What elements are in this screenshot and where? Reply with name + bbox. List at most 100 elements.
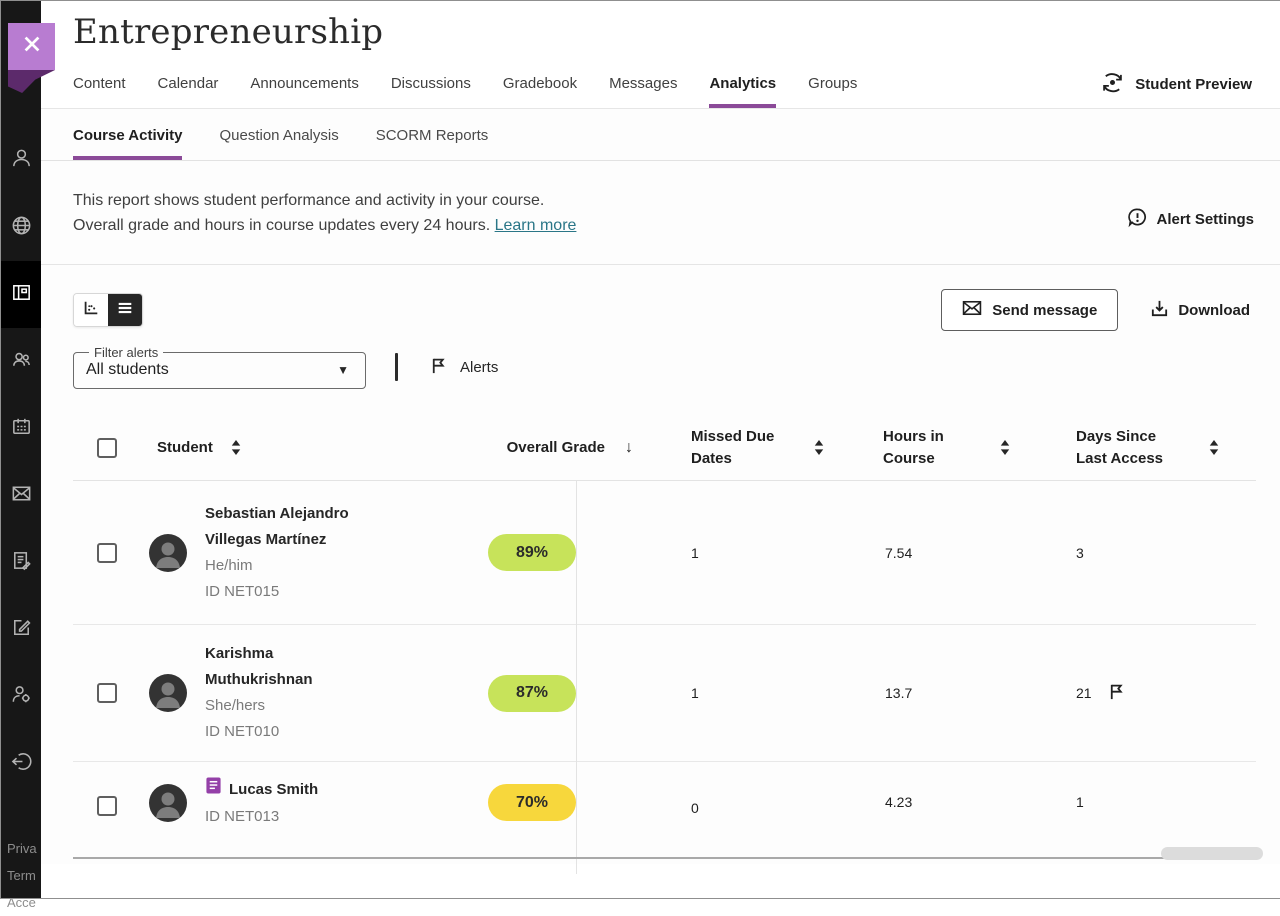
table-view-icon [116,299,134,322]
accommodations-icon [205,776,222,804]
tab-messages[interactable]: Messages [609,74,678,92]
edit-square-icon [10,616,33,644]
days-since-last-access-value: 3 [1076,544,1084,561]
filter-alerts-select[interactable]: Filter alerts All students ▼ [73,345,366,389]
person-gear-icon [10,683,33,711]
subtab-scorm-reports[interactable]: SCORM Reports [375,127,489,144]
flag-icon [429,356,448,379]
app-sidebar: Priva Term Acce [1,1,41,910]
footer-link-privacy[interactable]: Priva [7,841,37,856]
tab-gradebook[interactable]: Gradebook [502,74,578,92]
report-description-line2: Overall grade and hours in course update… [73,217,491,234]
frozen-column-divider [576,481,577,874]
report-description: This report shows student performance an… [73,188,576,238]
sidebar-item-activity-stream[interactable] [1,194,41,261]
days-since-last-access-value: 21 [1076,685,1092,701]
student-id: ID NET013 [205,808,280,825]
student-name: Lucas Smith [229,781,319,798]
avatar [149,674,187,712]
student-id: ID NET010 [205,723,280,740]
sort-student-icon[interactable] [231,440,241,455]
sidebar-item-admin[interactable] [1,663,41,730]
sidebar-item-calendar[interactable] [1,395,41,462]
course-nav-tabs: Content Calendar Announcements Discussio… [41,60,1280,109]
row-checkbox[interactable] [97,542,117,563]
student-id: ID NET015 [205,582,280,600]
learn-more-link[interactable]: Learn more [494,217,577,234]
alert-settings-button[interactable]: Alert Settings [1127,201,1254,238]
students-table: Student Overall Grade ↓ Missed Due Dates … [73,415,1256,874]
document-pencil-icon [10,549,33,577]
sidebar-item-grades[interactable] [1,529,41,596]
student-preview-label: Student Preview [1135,75,1252,93]
sidebar-item-profile[interactable] [1,127,41,194]
table-row[interactable]: Karishma Muthukrishnan She/hers ID NET010… [73,625,1256,762]
alert-icon [1127,207,1148,232]
alerts-filter-chip[interactable]: Alerts [429,356,498,379]
download-button[interactable]: Download [1149,298,1250,323]
section-divider [41,264,1280,265]
sidebar-item-sign-out[interactable] [1,730,41,797]
close-course-button[interactable] [8,23,55,93]
tab-analytics[interactable]: Analytics [709,60,777,108]
analytics-content: Course Activity Question Analysis SCORM … [41,109,1280,874]
mail-icon [10,482,33,510]
sort-days-icon[interactable] [1209,440,1219,455]
subtab-question-analysis[interactable]: Question Analysis [219,127,339,144]
grade-pill: 89% [488,534,576,571]
sidebar-item-messages[interactable] [1,462,41,529]
sort-missed-icon[interactable] [814,440,824,455]
student-pronouns: She/hers [205,697,266,714]
missed-due-dates-value: 0 [691,800,699,816]
tab-calendar[interactable]: Calendar [157,74,219,92]
sort-grade-descending-icon[interactable]: ↓ [625,438,633,456]
student-preview-icon [1099,71,1126,98]
table-header-row: Student Overall Grade ↓ Missed Due Dates … [73,415,1256,481]
grade-pill: 87% [488,674,576,712]
close-icon [21,33,43,60]
table-bottom-border [73,857,1256,859]
hours-in-course-value: 7.54 [885,544,913,561]
sort-hours-icon[interactable] [1000,440,1010,455]
footer-link-accessibility[interactable]: Acce [7,895,36,910]
missed-due-dates-value: 1 [691,544,699,561]
download-icon [1149,298,1170,323]
student-preview-button[interactable]: Student Preview [1099,60,1252,108]
header-hours-in-course: Hours in [883,427,944,445]
close-ribbon-tail [8,70,55,93]
sidebar-item-tools[interactable] [1,596,41,663]
tab-content[interactable]: Content [73,74,126,92]
table-view-button[interactable] [108,294,142,326]
horizontal-scrollbar-thumb[interactable] [1161,847,1263,860]
tab-groups[interactable]: Groups [808,74,858,92]
tab-discussions[interactable]: Discussions [390,74,471,92]
sidebar-item-organizations[interactable] [1,328,41,395]
row-checkbox[interactable] [97,683,117,703]
courses-icon [10,281,33,309]
page-title: Entrepreneurship [73,12,384,52]
sidebar-item-courses[interactable] [1,261,41,328]
send-message-button[interactable]: Send message [941,289,1119,331]
groups-icon [10,348,33,376]
main-panel: Entrepreneurship Content Calendar Announ… [41,1,1280,898]
table-row[interactable]: Lucas Smith ID NET013 70% 0 4.23 1 [73,762,1256,874]
row-checkbox[interactable] [97,796,117,816]
select-all-checkbox[interactable] [97,437,117,458]
subtab-course-activity[interactable]: Course Activity [73,109,183,160]
profile-icon [10,147,33,175]
alerts-label: Alerts [460,358,499,376]
globe-icon [10,214,33,242]
envelope-icon [962,300,982,320]
alert-flag-icon [1107,682,1126,704]
filter-alerts-value: All students [86,361,169,378]
header-days-since-last-access: Days Since [1076,427,1157,445]
student-name: Karishma Muthukrishnan [205,645,313,688]
missed-due-dates-value: 1 [691,685,699,701]
table-row[interactable]: Sebastian Alejandro Villegas Martínez He/… [73,481,1256,625]
student-name: Sebastian Alejandro Villegas Martínez [205,504,349,548]
chart-view-button[interactable] [74,294,108,326]
vertical-divider [395,353,398,381]
footer-link-terms[interactable]: Term [7,868,36,883]
tab-announcements[interactable]: Announcements [250,74,359,92]
hours-in-course-value: 13.7 [885,685,913,701]
